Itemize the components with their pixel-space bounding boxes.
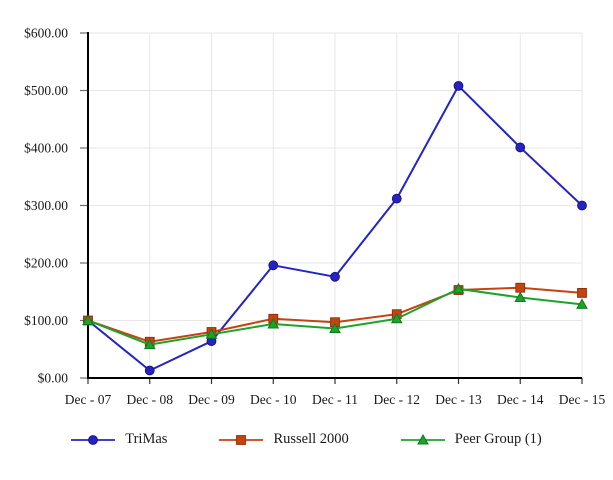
legend-label: Peer Group (1): [454, 431, 542, 447]
data-point: [82, 314, 94, 325]
data-point: [268, 260, 279, 271]
data-point: [515, 282, 526, 293]
data-point: [144, 365, 155, 376]
x-axis-label: Dec - 14: [497, 392, 544, 407]
data-point: [329, 322, 341, 334]
data-point: [577, 200, 587, 211]
x-axis-label: Dec - 11: [312, 392, 358, 407]
data-point: [514, 291, 527, 302]
x-axis-label: Dec - 10: [250, 392, 297, 407]
y-axis-label: $100.00: [24, 313, 68, 328]
y-axis-labels: $0.00 $100.00 $200.00 $300.00 $400.00 $500.00…: [24, 26, 68, 386]
triangle-marker-swatch: [400, 433, 445, 444]
x-axis-label: Dec - 07: [65, 392, 112, 407]
data-point: [205, 328, 218, 339]
y-axis-label: $400.00: [24, 141, 68, 156]
y-axis-label: $300.00: [24, 198, 68, 213]
data-point: [330, 271, 340, 282]
data-point: [390, 312, 403, 324]
series-peer-group-1: [82, 282, 588, 350]
data-point: [515, 142, 526, 153]
chart-legend: TriMas Russell 2000 Peer Group (1): [0, 431, 613, 448]
y-axis-label: $600.00: [24, 26, 68, 41]
data-point: [577, 288, 587, 298]
y-axis-label: $500.00: [24, 83, 68, 98]
y-axis-label: $200.00: [24, 256, 68, 271]
legend-marker: [416, 433, 429, 444]
x-axis-label: Dec - 08: [127, 392, 174, 407]
x-axis-label: Dec - 09: [188, 392, 235, 407]
legend-label: Russell 2000: [273, 431, 349, 447]
x-axis-label: Dec - 12: [374, 392, 420, 407]
data-point: [576, 298, 588, 309]
data-point: [267, 317, 280, 329]
legend-item-peer-group-1: Peer Group (1): [400, 431, 542, 448]
square-marker-swatch: [219, 434, 264, 445]
data-point: [143, 338, 156, 350]
data-point: [452, 282, 465, 294]
legend-marker: [88, 434, 99, 445]
data-point: [391, 193, 402, 204]
y-axis-label: $0.00: [38, 371, 69, 386]
data-point: [453, 81, 464, 91]
x-axis-label: Dec - 15: [559, 392, 606, 407]
legend-marker: [236, 434, 247, 445]
legend-item-russell-2000: Russell 2000: [219, 431, 349, 448]
legend-item-trimas: TriMas: [71, 431, 167, 448]
x-axis-label: Dec - 13: [435, 392, 482, 407]
legend-label: TriMas: [125, 431, 168, 447]
x-axis-labels: Dec - 07 Dec - 08 Dec - 09 Dec - 10 Dec - 11…: [65, 392, 606, 407]
circle-marker-swatch: [71, 434, 116, 445]
